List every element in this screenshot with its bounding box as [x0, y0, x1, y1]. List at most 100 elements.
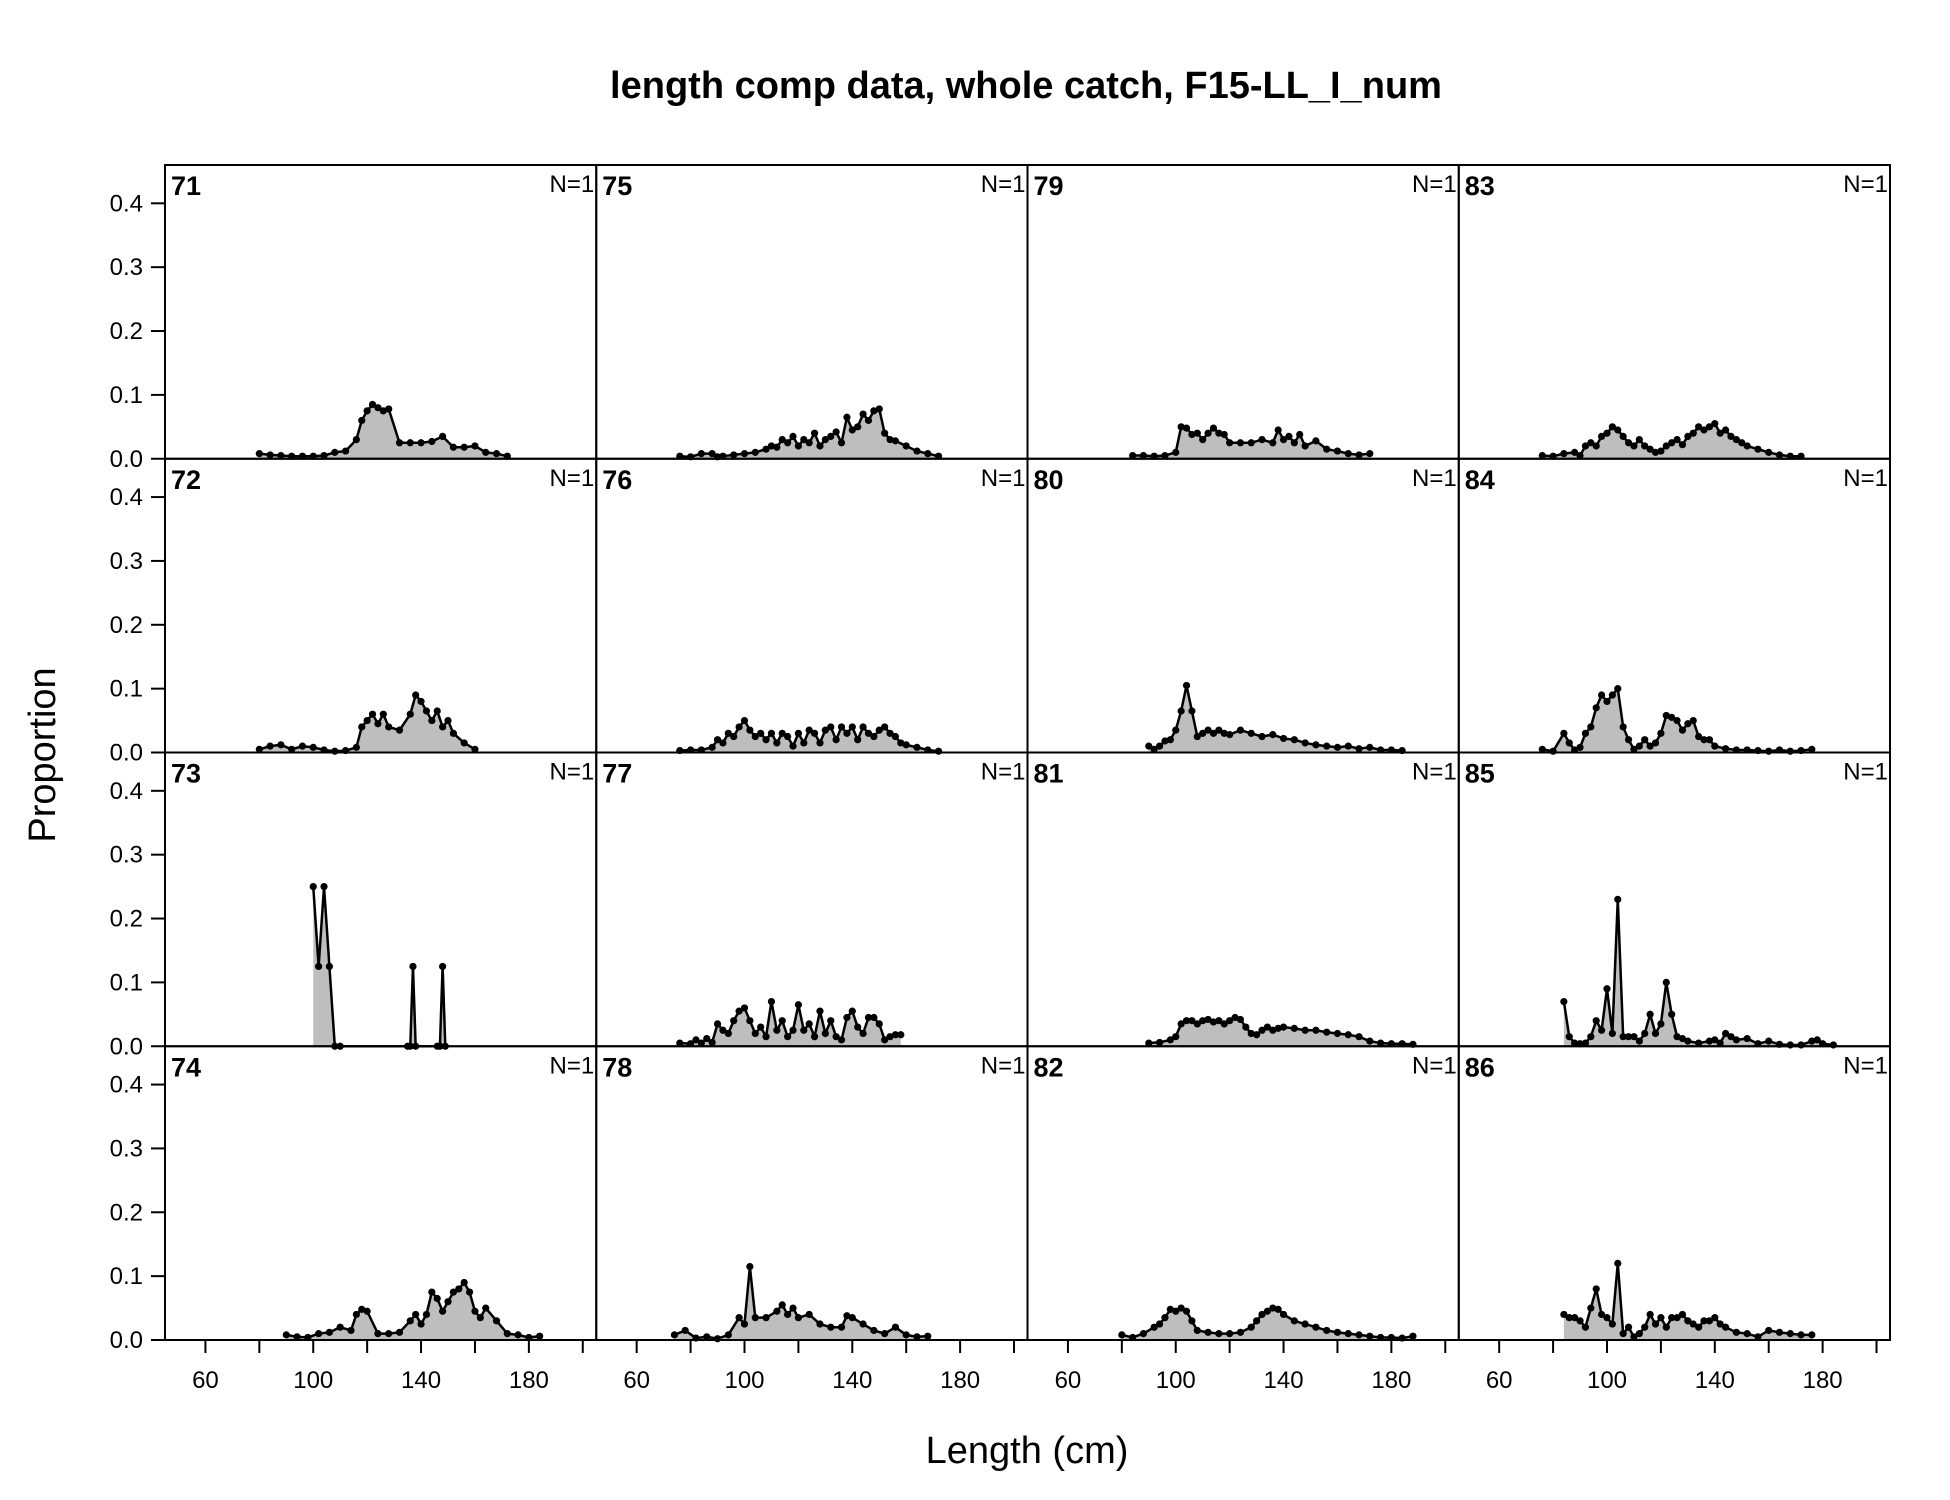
data-point-75 [859, 410, 867, 418]
data-point-81 [1333, 1029, 1342, 1038]
data-point-76 [784, 732, 792, 741]
data-point-76 [735, 723, 743, 731]
data-point-74 [336, 1323, 344, 1331]
data-point-78 [713, 1335, 722, 1343]
data-point-78 [789, 1304, 797, 1312]
data-point-74 [293, 1333, 301, 1341]
data-point-78 [891, 1323, 900, 1331]
data-point-72 [379, 710, 387, 718]
data-point-71 [358, 416, 366, 425]
x-tick-label: 140 [832, 1367, 872, 1394]
data-point-81 [1290, 1024, 1298, 1032]
data-point-84 [1635, 742, 1643, 750]
x-tick-label: 60 [1055, 1367, 1082, 1394]
data-point-75 [913, 447, 921, 455]
data-point-81 [1366, 1037, 1374, 1045]
data-point-82 [1274, 1305, 1282, 1313]
data-point-72 [422, 707, 431, 715]
data-point-77 [810, 1033, 819, 1041]
area-fill-74 [286, 1282, 540, 1340]
data-point-77 [848, 1007, 856, 1015]
data-point-76 [881, 723, 889, 731]
panel-n-label: N=1 [1412, 171, 1457, 198]
data-point-82 [1139, 1330, 1147, 1338]
data-point-84 [1598, 691, 1606, 699]
data-point-75 [886, 435, 894, 444]
data-point-76 [843, 729, 851, 737]
data-point-74 [444, 1298, 452, 1306]
data-point-83 [1587, 439, 1595, 447]
data-point-80 [1161, 737, 1169, 745]
data-point-75 [740, 450, 749, 458]
panel-grid: 71 N=1 72 N=1 73 N=1 74 N=1 75 N=1 76 N=1 77 N=1 78 N=1… [110, 164, 1891, 1394]
data-point-74 [514, 1331, 522, 1339]
data-point-78 [870, 1326, 878, 1335]
y-tick-label: 0.3 [110, 842, 143, 869]
x-tick-label: 180 [509, 1367, 549, 1394]
chart-title: length comp data, whole catch, F15-LL_I_… [610, 65, 1442, 107]
y-tick-label: 0.1 [110, 1263, 143, 1290]
data-point-86 [1603, 1314, 1611, 1322]
data-point-75 [891, 437, 900, 445]
panel-label: 83 [1465, 171, 1495, 201]
data-point-86 [1560, 1310, 1568, 1319]
data-point-86 [1641, 1323, 1649, 1331]
x-tick-label: 60 [623, 1367, 650, 1394]
data-point-84 [1689, 716, 1697, 725]
panel-label: 71 [171, 171, 201, 201]
data-point-82 [1323, 1326, 1331, 1335]
data-point-82 [1263, 1307, 1271, 1315]
data-point-74 [503, 1330, 511, 1338]
data-point-86 [1657, 1314, 1665, 1322]
data-point-81 [1279, 1023, 1288, 1031]
data-point-75 [827, 432, 835, 440]
data-point-83 [1538, 451, 1546, 460]
data-point-86 [1797, 1331, 1805, 1339]
data-point-82 [1279, 1310, 1288, 1319]
panel-n-label: N=1 [1412, 759, 1457, 786]
data-point-74 [352, 1310, 360, 1319]
x-tick-label: 60 [192, 1367, 219, 1394]
data-point-82 [1118, 1331, 1126, 1339]
data-point-79 [1274, 426, 1282, 434]
data-point-76 [891, 732, 900, 741]
data-point-83 [1711, 420, 1719, 428]
panel-frame-76 [595, 457, 1029, 754]
data-point-77 [719, 1026, 727, 1034]
data-point-86 [1775, 1328, 1784, 1336]
data-point-80 [1145, 742, 1153, 750]
data-point-80 [1182, 681, 1191, 690]
data-point-75 [789, 432, 797, 440]
data-point-76 [913, 743, 921, 751]
data-point-72 [266, 742, 274, 750]
data-point-82 [1155, 1320, 1164, 1328]
data-point-83 [1695, 423, 1703, 431]
y-tick-label: 0.0 [110, 1033, 143, 1060]
panel-label: 75 [602, 171, 632, 201]
data-point-85 [1619, 1033, 1627, 1041]
data-point-83 [1668, 439, 1676, 447]
data-point-76 [751, 732, 759, 741]
panel-frame-86 [1457, 1045, 1891, 1341]
data-point-74 [439, 1307, 447, 1315]
data-point-75 [751, 448, 759, 456]
data-point-86 [1695, 1323, 1703, 1331]
data-point-73 [320, 883, 328, 891]
data-point-72 [277, 741, 285, 749]
data-point-81 [1242, 1023, 1250, 1031]
data-point-77 [794, 1001, 802, 1009]
data-point-77 [859, 1029, 867, 1038]
data-point-83 [1775, 451, 1784, 459]
data-point-79 [1236, 439, 1245, 447]
panel-79: 79 N=1 [1026, 164, 1460, 460]
data-point-79 [1258, 435, 1266, 444]
data-point-83 [1651, 448, 1660, 456]
data-point-74 [395, 1328, 404, 1336]
panel-frame-78 [595, 1045, 1029, 1341]
data-point-72 [288, 745, 296, 753]
x-tick-label: 100 [724, 1367, 764, 1394]
data-point-81 [1247, 1029, 1255, 1038]
data-point-74 [482, 1304, 490, 1312]
data-point-83 [1641, 442, 1649, 450]
data-point-78 [740, 1320, 749, 1328]
